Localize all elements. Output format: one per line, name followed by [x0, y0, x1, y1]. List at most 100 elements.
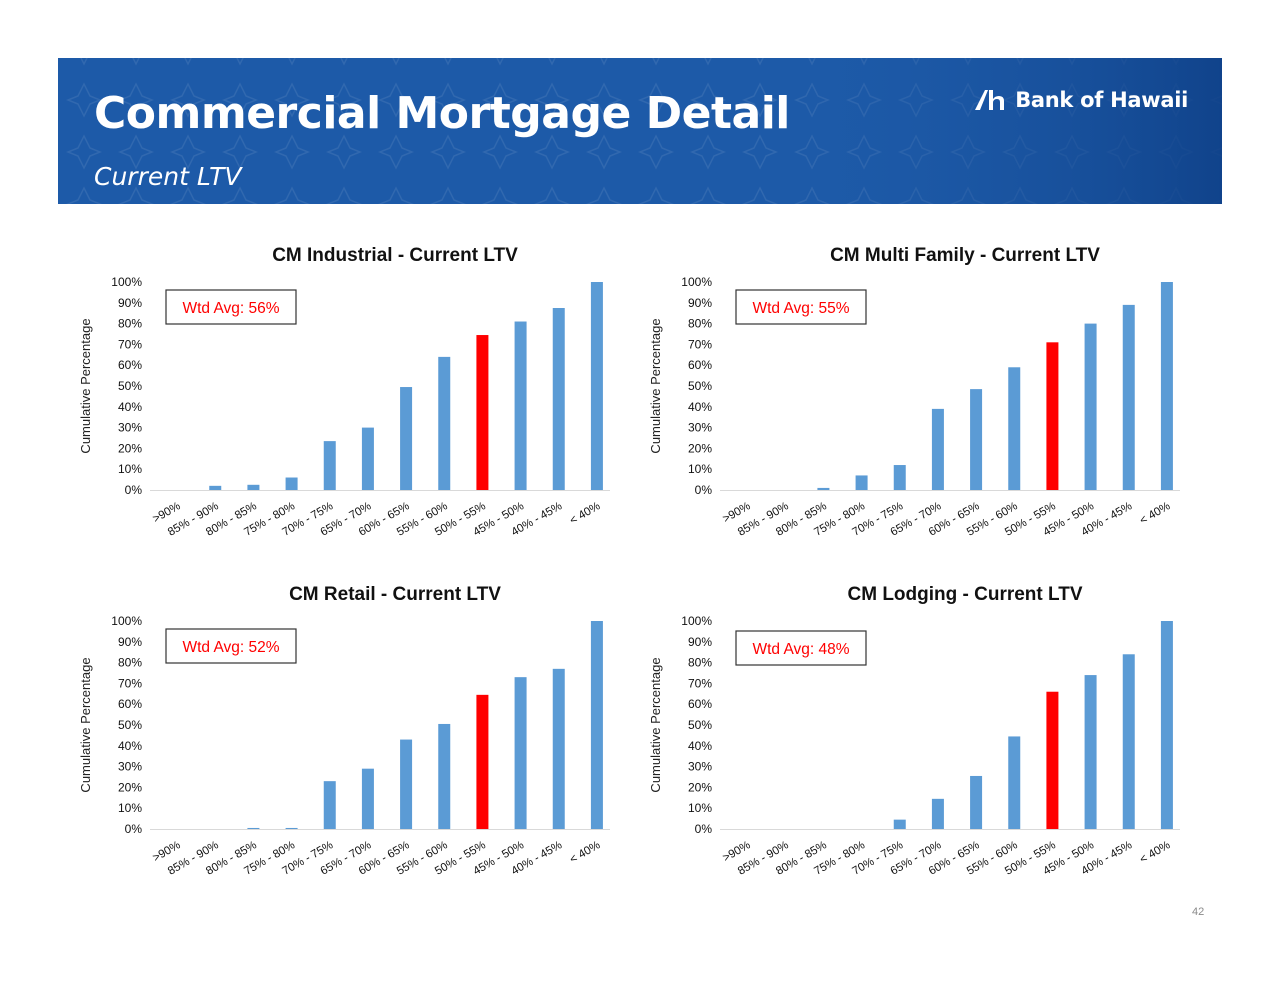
y-tick-label: 90% [118, 296, 142, 310]
y-tick-label: 30% [118, 760, 142, 774]
y-tick-label: 100% [681, 275, 712, 289]
bar-10 [1122, 654, 1135, 829]
y-tick-label: 40% [688, 739, 712, 753]
bar-5 [931, 408, 944, 490]
y-tick-label: 40% [118, 739, 142, 753]
bar-3 [285, 477, 298, 490]
bar-10 [1122, 304, 1135, 490]
y-tick-label: 30% [688, 760, 712, 774]
wtd-avg-box [165, 289, 297, 325]
bar-8 [476, 335, 489, 490]
y-tick-label: 30% [118, 421, 142, 435]
bank-of-hawaii-logo-icon [975, 90, 1005, 110]
bar-11 [1160, 282, 1173, 490]
bar-4 [893, 465, 906, 490]
chart-title: CM Lodging - Current LTV [848, 584, 1083, 605]
y-tick-label: 70% [688, 337, 712, 351]
y-tick-label: 60% [118, 358, 142, 372]
bar-3 [855, 475, 868, 490]
bar-10 [552, 308, 565, 490]
chart-title: CM Multi Family - Current LTV [830, 245, 1100, 266]
y-tick-label: 20% [118, 441, 142, 455]
bar-7 [1008, 367, 1021, 490]
bar-1 [209, 485, 222, 490]
bar-7 [1008, 736, 1021, 829]
bar-4 [323, 441, 336, 490]
bar-5 [361, 768, 374, 829]
y-axis-label: Cumulative Percentage [78, 318, 93, 453]
y-tick-label: 90% [118, 635, 142, 649]
header-banner: Commercial Mortgage Detail Current LTV B… [58, 58, 1222, 204]
bar-7 [438, 723, 451, 829]
y-tick-label: 0% [695, 483, 713, 497]
chart-cm-lodging: CM Lodging - Current LTV Cumulative Perce… [648, 575, 1248, 905]
y-tick-label: 50% [118, 718, 142, 732]
bar-3 [285, 827, 298, 829]
page-number: 42 [1192, 906, 1205, 918]
wtd-avg-label: Wtd Avg: 55% [752, 300, 849, 317]
bar-6 [400, 387, 413, 490]
y-tick-label: 40% [118, 400, 142, 414]
bar-5 [361, 427, 374, 490]
y-tick-label: 50% [688, 718, 712, 732]
x-tick-label: < 40% [1138, 839, 1173, 866]
y-tick-label: 50% [688, 379, 712, 393]
chart-cm-multi-family: CM Multi Family - Current LTV Cumulative … [648, 236, 1248, 566]
chart-title: CM Industrial - Current LTV [272, 245, 518, 266]
bar-8 [1046, 342, 1059, 490]
y-tick-label: 80% [118, 317, 142, 331]
bar-10 [552, 668, 565, 829]
y-tick-label: 30% [688, 421, 712, 435]
y-tick-label: 100% [681, 614, 712, 628]
brand-logo: Bank of Hawaii [973, 88, 1188, 112]
y-axis-label: Cumulative Percentage [648, 318, 663, 453]
chart-cm-industrial: CM Industrial - Current LTV Cumulative Pe… [78, 236, 678, 566]
y-tick-label: 0% [125, 822, 143, 836]
y-tick-label: 10% [118, 801, 142, 815]
bar-9 [1084, 323, 1097, 490]
wtd-avg-label: Wtd Avg: 48% [752, 641, 849, 658]
y-axis-label: Cumulative Percentage [648, 657, 663, 792]
bar-7 [438, 356, 451, 490]
wtd-avg-box [165, 628, 297, 664]
wtd-avg-box [735, 289, 867, 325]
y-tick-label: 60% [688, 358, 712, 372]
bar-4 [893, 819, 906, 829]
bar-6 [400, 739, 413, 829]
y-tick-label: 70% [688, 676, 712, 690]
chart-svg: CM Industrial - Current LTV Cumulative Pe… [78, 245, 610, 539]
y-tick-label: 60% [688, 697, 712, 711]
bar-11 [1160, 621, 1173, 829]
bar-6 [970, 389, 983, 490]
bar-11 [590, 621, 603, 829]
y-tick-label: 0% [125, 483, 143, 497]
chart-cm-retail: CM Retail - Current LTV Cumulative Percen… [78, 575, 678, 905]
y-tick-label: 10% [688, 462, 712, 476]
chart-svg: CM Retail - Current LTV Cumulative Percen… [78, 584, 610, 878]
page-subtitle: Current LTV [94, 162, 242, 191]
y-tick-label: 80% [688, 656, 712, 670]
bar-9 [1084, 675, 1097, 829]
bar-9 [514, 677, 527, 829]
bar-2 [817, 487, 830, 490]
y-tick-label: 100% [111, 275, 142, 289]
bar-5 [931, 798, 944, 829]
wtd-avg-label: Wtd Avg: 56% [182, 300, 279, 317]
y-tick-label: 90% [688, 635, 712, 649]
y-tick-label: 20% [118, 780, 142, 794]
x-tick-label: < 40% [1138, 500, 1173, 527]
x-tick-label: < 40% [568, 500, 603, 527]
y-tick-label: 20% [688, 780, 712, 794]
x-tick-label: < 40% [568, 839, 603, 866]
y-tick-label: 10% [688, 801, 712, 815]
y-tick-label: 90% [688, 296, 712, 310]
bar-2 [247, 827, 260, 829]
page-title: Commercial Mortgage Detail [94, 88, 790, 139]
brand-name: Bank of Hawaii [1015, 88, 1188, 112]
y-tick-label: 60% [118, 697, 142, 711]
bar-8 [476, 694, 489, 829]
y-tick-label: 70% [118, 676, 142, 690]
y-tick-label: 10% [118, 462, 142, 476]
y-tick-label: 20% [688, 441, 712, 455]
bar-6 [970, 775, 983, 829]
